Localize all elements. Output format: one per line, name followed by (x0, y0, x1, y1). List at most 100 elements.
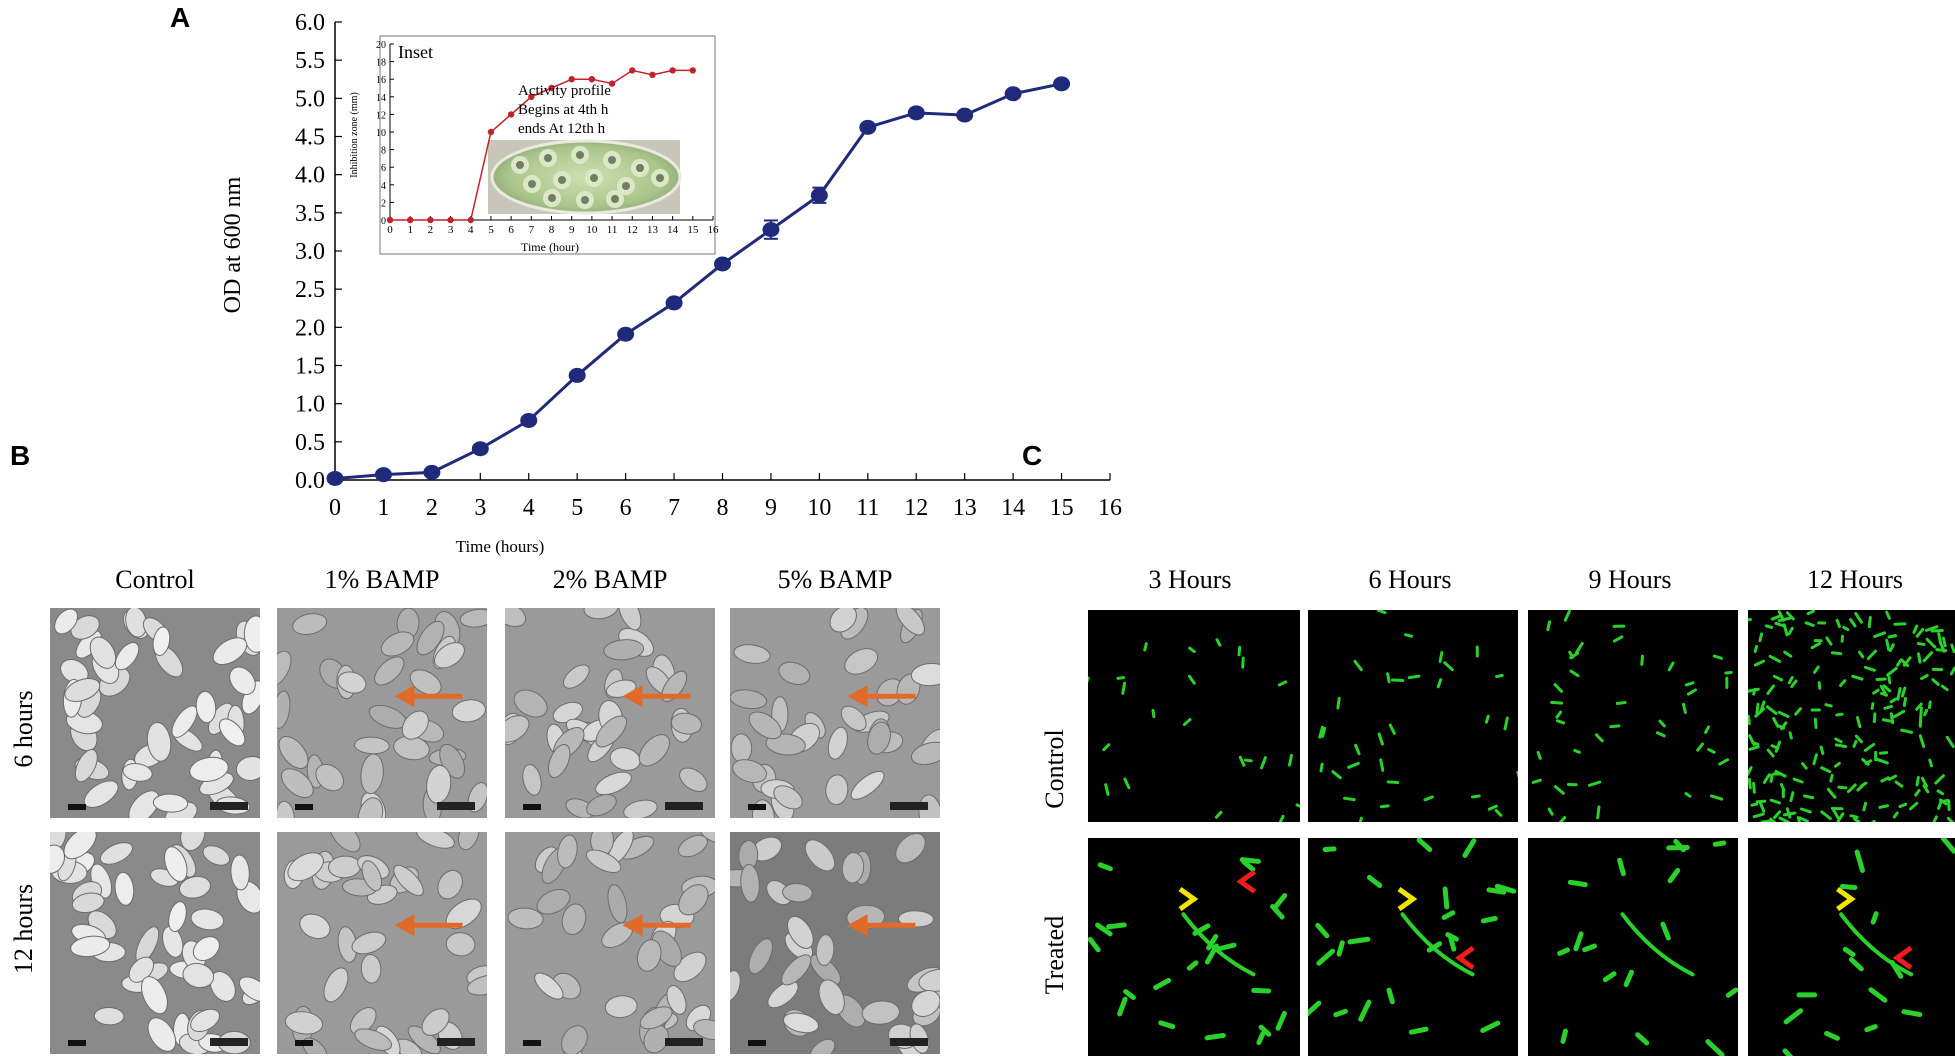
fluorescent-cell (1088, 936, 1101, 953)
well (548, 194, 556, 202)
bacterial-cell (815, 934, 835, 967)
fluorescent-cell (1555, 710, 1563, 719)
main-y-tick-label: 4.5 (295, 125, 325, 151)
fluorescent-cell (1095, 922, 1113, 937)
main-y-tick-label: 0.0 (295, 468, 325, 494)
well (590, 174, 598, 182)
bacterial-cell (595, 715, 628, 748)
fluorescent-cell (1750, 802, 1759, 807)
inset-x-tick-label: 16 (708, 224, 720, 236)
fluorescent-cell (1849, 814, 1859, 819)
bacterial-cell (636, 939, 662, 972)
fluorescent-cell (1851, 674, 1864, 681)
fluorescence-background (1088, 838, 1300, 1056)
fluorescent-cell (1782, 1048, 1794, 1056)
fluorescent-cell (1922, 784, 1930, 794)
scale-bar (523, 804, 541, 810)
bacterial-cell (190, 908, 225, 931)
fluorescent-cell (1920, 776, 1929, 788)
bacterial-cell (773, 785, 803, 810)
fluorescent-cell (1153, 977, 1172, 991)
fluorescent-cell (1404, 633, 1414, 638)
fluorescent-cell (1817, 681, 1822, 690)
main-y-tick-label: 4.0 (295, 163, 325, 189)
fluorescent-cell (1837, 785, 1848, 790)
inset-data-point (406, 216, 414, 224)
fluorescent-cell (1870, 911, 1879, 925)
bacterial-cell (782, 1012, 819, 1034)
bacterial-cell (911, 989, 940, 1017)
main-data-point (714, 256, 731, 272)
fluorescent-cell (1813, 717, 1818, 729)
fluorescent-cell (1568, 650, 1575, 659)
fluorescent-cell (1887, 774, 1898, 781)
fluorescent-cell (1366, 874, 1383, 889)
fluorescent-cell (1852, 817, 1861, 822)
fluorescent-cell (1800, 807, 1812, 814)
well (558, 176, 566, 184)
fluorescent-cell (1660, 921, 1671, 941)
fluorescent-cell (1354, 743, 1361, 756)
bacterial-cell (585, 849, 622, 873)
fluorescent-cell (1241, 859, 1256, 872)
bacterial-cell (809, 1038, 836, 1054)
fluorescent-cell (1766, 748, 1775, 758)
fluorescent-cell (1912, 624, 1919, 634)
well (581, 196, 589, 204)
main-y-tick-label: 1.0 (295, 392, 325, 418)
main-y-tick-label: 2.0 (295, 315, 325, 341)
yellow-marker (1178, 887, 1199, 912)
inset-series (386, 67, 697, 224)
fluorescent-cell (1673, 838, 1686, 853)
main-data-point (665, 295, 683, 311)
fluorescent-cell (1243, 758, 1253, 763)
fluorescent-cell (1547, 807, 1554, 816)
fluorescent-cell (1724, 670, 1733, 675)
bacterial-cell (354, 1028, 393, 1051)
info-bar (665, 1038, 703, 1046)
info-bar (665, 802, 703, 810)
fluorescent-cell (1901, 1009, 1923, 1018)
fluorescent-cell (1667, 867, 1681, 884)
bacterial-cell (178, 876, 211, 899)
fluorescent-cell (1377, 610, 1387, 615)
fluorescent-cell (1839, 679, 1847, 688)
inset-x-tick-label: 0 (387, 224, 393, 236)
inset-data-point (447, 216, 454, 224)
fluorescent-cell (1494, 808, 1503, 817)
fluorescent-cell (1531, 778, 1542, 784)
fluorescent-cell (1848, 957, 1864, 972)
fluorescent-cell (1563, 610, 1571, 622)
bacterial-cell (380, 631, 415, 657)
main-data-point (471, 441, 489, 457)
fluorescent-cell (1707, 747, 1716, 754)
fluorescent-cell (1441, 910, 1456, 920)
fluorescent-cell (1870, 702, 1875, 710)
main-x-tick-label: 16 (1098, 495, 1122, 521)
fluorescent-cell (1928, 758, 1934, 768)
fluorescent-cell (1553, 683, 1564, 693)
fluorescent-cell (1774, 769, 1787, 778)
fluorescent-cell (1879, 684, 1887, 695)
fluorescent-cell (1780, 721, 1788, 731)
fluorescent-cell (1386, 987, 1395, 1005)
fluorescent-cell (1917, 652, 1922, 664)
elongated-cell (1620, 912, 1695, 977)
scale-bar (523, 1040, 541, 1046)
bacterial-cell (603, 639, 645, 661)
fluorescent-cell (1655, 731, 1666, 738)
bacterial-cell (895, 833, 926, 864)
fluorescent-cell (1927, 700, 1932, 710)
fluorescent-cell (1667, 661, 1675, 672)
fluorescent-cell (1836, 812, 1845, 822)
elongated-cell (1181, 912, 1256, 977)
inset-data-point (528, 93, 535, 101)
orange-arrowhead (847, 914, 868, 937)
panel-letter-c: C (1022, 440, 1043, 471)
inset-data-point (568, 76, 575, 83)
fluorescent-cell (1920, 673, 1929, 681)
fluorescent-cell (1804, 621, 1815, 627)
orange-arrowhead (622, 914, 643, 937)
inset-data-point (588, 76, 596, 83)
main-y-tick-label: 0.5 (295, 430, 325, 456)
